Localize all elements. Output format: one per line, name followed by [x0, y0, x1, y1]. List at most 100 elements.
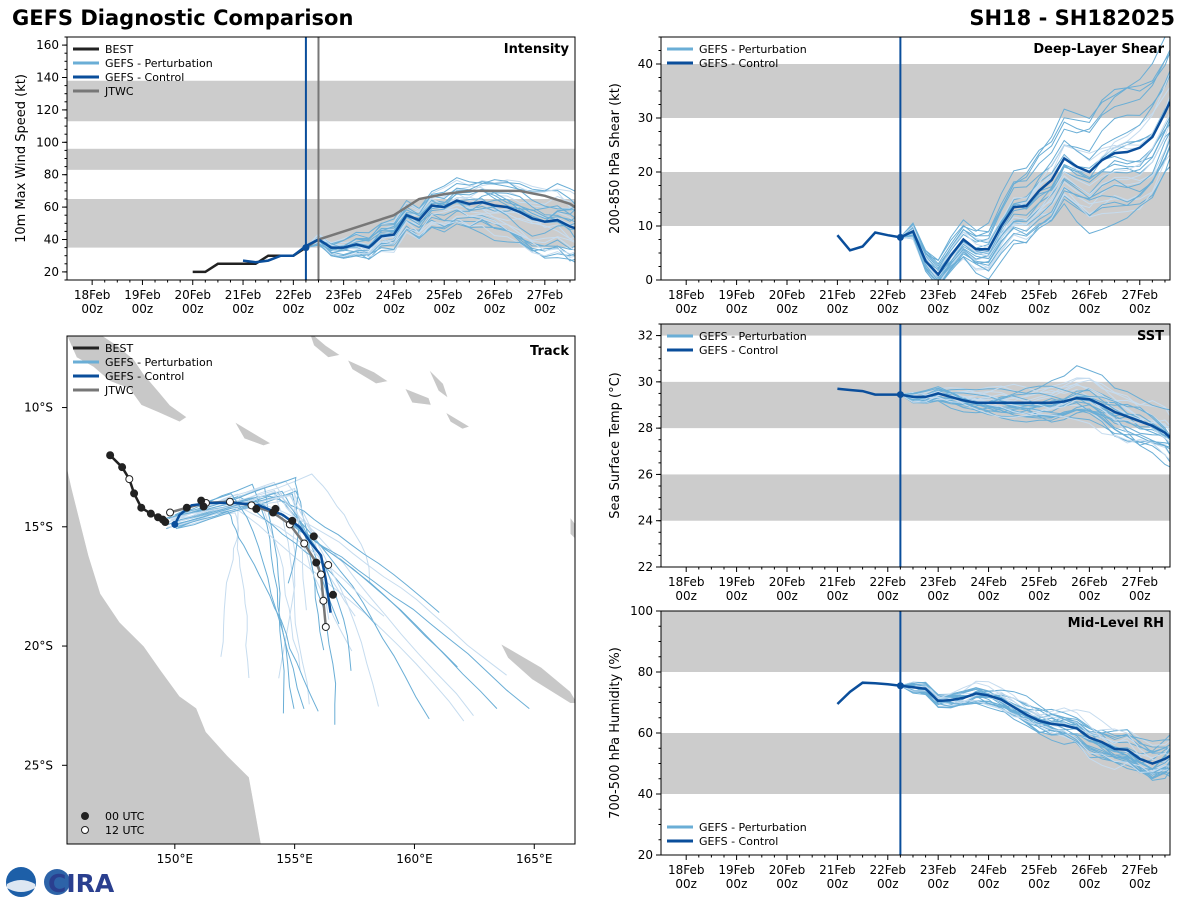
sst-xtick-label: 26Feb	[1071, 575, 1108, 589]
track-marker-legend-label: 12 UTC	[105, 824, 145, 837]
jtwc-track-point	[225, 497, 234, 506]
track-lat-label: 10°S	[24, 401, 53, 415]
sst-ytick-label: 28	[638, 421, 653, 435]
track-lat-label: 25°S	[24, 758, 53, 772]
sst-xtick-label: 00z	[877, 589, 899, 603]
intensity-perturbation-line	[305, 217, 575, 258]
sst-xtick-label: 25Feb	[1021, 575, 1058, 589]
sst-perturbation-line	[900, 393, 1170, 443]
shear-xtick-label: 00z	[726, 302, 748, 316]
sst-band	[661, 324, 1170, 336]
rh-xtick-label: 26Feb	[1071, 863, 1108, 877]
rh-panel-title: Mid-Level RH	[1068, 616, 1164, 631]
track-legend-label: GEFS - Perturbation	[105, 356, 213, 369]
shear-perturbation-line	[900, 53, 1170, 262]
sst-legend-label: GEFS - Perturbation	[699, 330, 807, 343]
track-marker-legend-symbol	[81, 826, 89, 834]
shear-xtick-label: 22Feb	[870, 288, 907, 302]
papua-new-guinea-land	[67, 336, 188, 423]
shear-xtick-label: 20Feb	[769, 288, 806, 302]
track-legend-label: BEST	[105, 342, 133, 355]
shear-xtick-label: 00z	[675, 302, 697, 316]
shear-xtick-label: 00z	[1028, 302, 1050, 316]
intensity-legend-label: GEFS - Perturbation	[105, 57, 213, 70]
jtwc-track-point	[321, 622, 330, 631]
sst-xtick-label: 00z	[927, 589, 949, 603]
intensity-xtick-label: 21Feb	[225, 288, 262, 302]
intensity-ytick-label: 80	[44, 168, 59, 182]
intensity-legend-label: JTWC	[104, 85, 134, 98]
shear-xtick-label: 00z	[877, 302, 899, 316]
rh-band	[661, 611, 1170, 672]
jtwc-track-point	[317, 570, 325, 579]
intensity-xtick-label: 22Feb	[275, 288, 312, 302]
track-legend-label: GEFS - Control	[105, 370, 184, 383]
intensity-perturbation-line	[305, 179, 575, 250]
best-track-point	[125, 475, 134, 484]
sst-perturbation-line	[900, 394, 1170, 446]
intensity-plot-area	[67, 37, 575, 280]
shear-xtick-label: 25Feb	[1021, 288, 1058, 302]
sst-xtick-label: 22Feb	[870, 575, 907, 589]
shear-ytick-label: 0	[645, 273, 653, 287]
solomon-islands-land	[346, 359, 389, 385]
cira-logo: CIRA	[6, 867, 115, 898]
jtwc-intensity-line	[305, 189, 575, 249]
best-track-line	[109, 454, 167, 523]
rh-ytick-label: 20	[638, 848, 653, 862]
sst-ylabel: Sea Surface Temp (°C)	[608, 372, 623, 519]
rh-ytick-label: 100	[630, 604, 653, 618]
intensity-xtick-label: 00z	[283, 302, 305, 316]
intensity-ytick-label: 140	[36, 71, 59, 85]
track-perturbation-line	[173, 505, 377, 626]
intensity-init-point	[302, 244, 310, 252]
rh-xtick-label: 00z	[927, 877, 949, 891]
track-perturbation-line	[175, 503, 530, 709]
shear-xtick-label: 23Feb	[920, 288, 957, 302]
rh-xtick-label: 00z	[877, 877, 899, 891]
new-caledonia-land	[499, 642, 575, 704]
sst-xtick-label: 18Feb	[668, 575, 705, 589]
shear-panel-title: Deep-Layer Shear	[1033, 42, 1164, 57]
shear-perturbation-line	[900, 166, 1170, 280]
rh-xtick-label: 20Feb	[769, 863, 806, 877]
rh-perturbation-line	[900, 685, 1170, 742]
shear-ytick-label: 30	[638, 111, 653, 125]
rh-xtick-label: 27Feb	[1122, 863, 1159, 877]
solomon-islands-land	[444, 411, 471, 430]
intensity-perturbation-line	[305, 200, 575, 254]
shear-xtick-label: 24Feb	[970, 288, 1007, 302]
shear-xtick-label: 00z	[827, 302, 849, 316]
shear-perturbation-line	[900, 140, 1170, 280]
shear-band	[661, 64, 1170, 118]
intensity-xtick-label: 19Feb	[124, 288, 161, 302]
shear-xtick-label: 00z	[978, 302, 1000, 316]
track-perturbation-line	[168, 506, 465, 722]
sst-ytick-label: 32	[638, 329, 653, 343]
rh-xtick-label: 00z	[675, 877, 697, 891]
best-track-point	[118, 463, 127, 472]
noaa-wave-icon	[7, 880, 35, 892]
intensity-xtick-label: 26Feb	[476, 288, 513, 302]
intensity-xtick-label: 00z	[81, 302, 103, 316]
shear-perturbation-line	[900, 157, 1170, 280]
rh-xtick-label: 18Feb	[668, 863, 705, 877]
shear-legend-label: GEFS - Control	[699, 57, 778, 70]
intensity-ytick-label: 60	[44, 200, 59, 214]
track-panel-title: Track	[530, 344, 569, 359]
rh-panel: 18Feb00z19Feb00z20Feb00z21Feb00z22Feb00z…	[608, 604, 1171, 891]
solomon-islands-land	[404, 387, 432, 406]
rh-xtick-label: 24Feb	[970, 863, 1007, 877]
rh-legend-label: GEFS - Control	[699, 835, 778, 848]
jtwc-track-point	[319, 596, 328, 605]
jtwc-track-point	[312, 558, 321, 567]
rh-xtick-label: 00z	[776, 877, 798, 891]
sst-perturbation-line	[900, 394, 1170, 455]
track-perturbation-line	[174, 493, 305, 710]
shear-perturbation-line	[900, 145, 1170, 280]
track-init-point	[171, 520, 179, 528]
intensity-ytick-label: 40	[44, 233, 59, 247]
intensity-ylabel: 10m Max Wind Speed (kt)	[14, 74, 29, 243]
vanuatu-land	[569, 516, 575, 540]
